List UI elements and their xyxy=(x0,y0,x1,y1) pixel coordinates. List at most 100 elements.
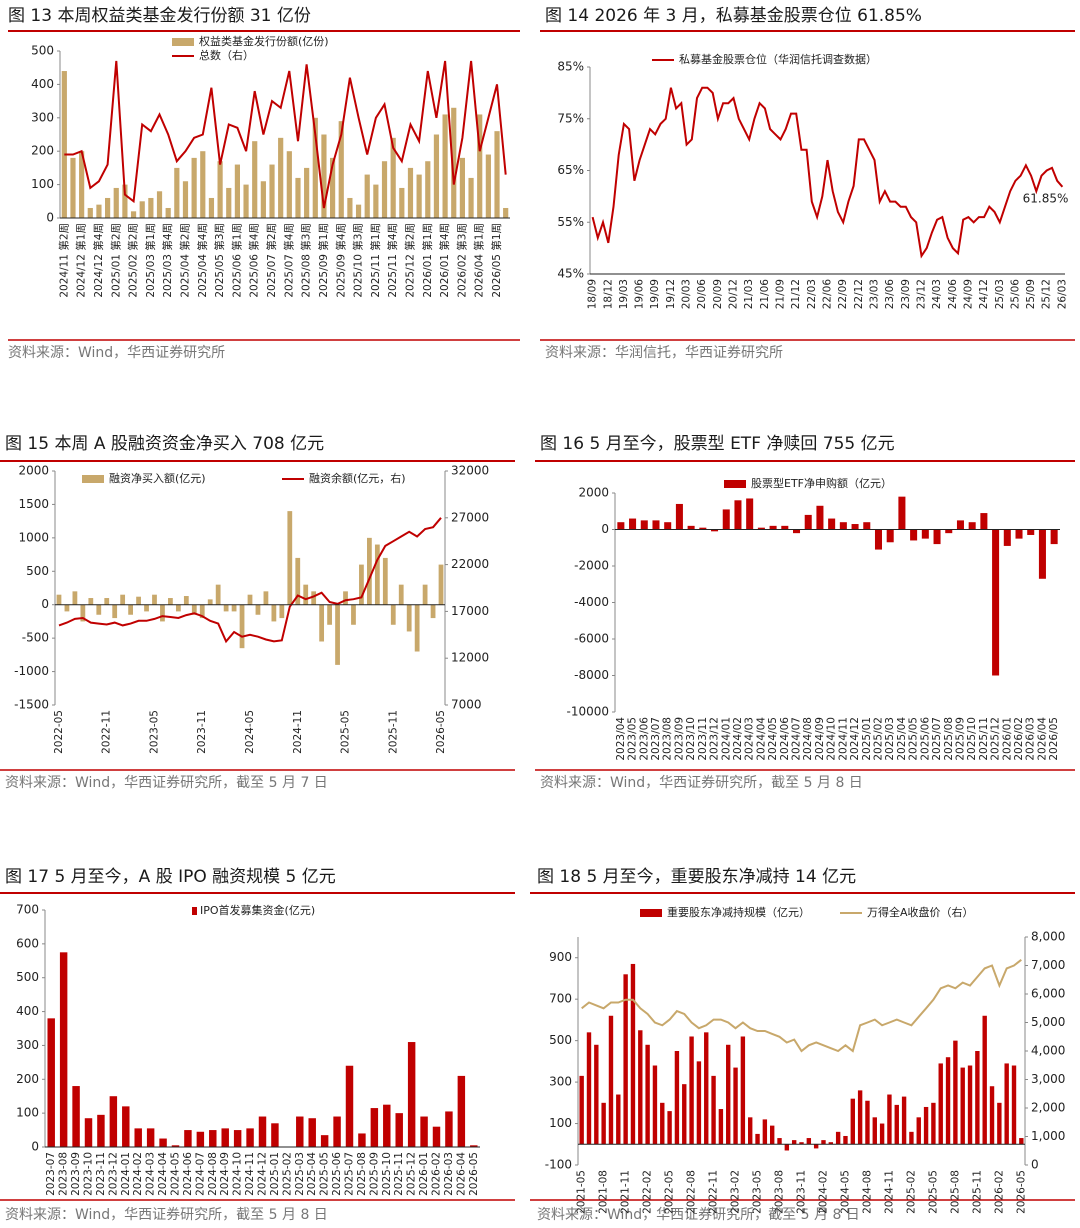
bar xyxy=(664,522,672,530)
x-tick-label: 2022-11 xyxy=(101,710,113,754)
x-tick-label: 2024/06 xyxy=(779,717,791,761)
bar xyxy=(975,1051,980,1145)
bar xyxy=(191,157,197,218)
bar xyxy=(494,131,500,218)
bar xyxy=(105,197,111,218)
bar xyxy=(468,177,474,218)
y2-tick-label: 6,000 xyxy=(1031,987,1065,1001)
x-tick-label: 2025/09 第4周 xyxy=(334,223,347,298)
x-tick-label: 2024/09 xyxy=(814,717,826,761)
bar xyxy=(234,164,240,218)
bar xyxy=(989,1086,995,1145)
bar xyxy=(874,529,882,550)
x-tick-label: 2021-08 xyxy=(598,1170,610,1214)
y-tick-label: 500 xyxy=(26,564,49,578)
bar xyxy=(734,500,742,530)
bar xyxy=(196,1131,205,1147)
bar xyxy=(956,520,964,530)
chart-title: 图 17 5 月至今，A 股 IPO 融资规模 5 亿元 xyxy=(5,867,336,887)
x-tick-label: 2024/02 xyxy=(732,717,744,761)
y-tick-label: 65% xyxy=(557,163,584,177)
bar xyxy=(70,157,76,218)
bar xyxy=(209,1130,217,1147)
bar xyxy=(122,184,128,218)
x-tick-label: 2026-05 xyxy=(1015,1170,1027,1214)
line-series xyxy=(58,517,442,644)
bar xyxy=(72,591,78,605)
x-tick-label: 2024-02 xyxy=(132,1152,144,1196)
y2-tick-label: 2,000 xyxy=(1031,1101,1065,1115)
x-tick-label: 2024/12 xyxy=(849,717,861,761)
bar xyxy=(226,187,232,218)
bar xyxy=(430,604,436,619)
bar xyxy=(374,544,380,605)
bar xyxy=(199,604,205,619)
bar xyxy=(799,1142,804,1145)
x-tick-label: 2024-03 xyxy=(145,1152,157,1196)
bar xyxy=(638,1030,643,1145)
x-tick-label: 2025-07 xyxy=(344,1152,356,1196)
x-tick-label: 2024-01 xyxy=(120,1152,132,1196)
bar xyxy=(84,1118,93,1147)
x-tick-label: 2023-10 xyxy=(83,1152,95,1196)
bar xyxy=(303,584,309,605)
bar xyxy=(390,604,396,625)
bar xyxy=(269,164,275,218)
bar xyxy=(769,525,777,530)
x-tick-label: 2024/12 第1周 xyxy=(75,223,88,298)
bar xyxy=(148,197,154,218)
x-tick-label: 23/12 xyxy=(915,279,927,309)
bar xyxy=(857,1090,863,1145)
bar xyxy=(221,1128,229,1147)
bar xyxy=(130,211,137,218)
x-tick-label: 2024-09 xyxy=(219,1152,231,1196)
bar xyxy=(791,1140,797,1145)
x-tick-label: 23/03 xyxy=(868,279,880,309)
x-tick-label: 2023/11 xyxy=(697,717,709,761)
y-tick-label: 0 xyxy=(41,597,49,611)
x-tick-label: 2025/02 xyxy=(872,717,884,761)
x-tick-label: 2025/07 第4周 xyxy=(282,223,295,298)
bar xyxy=(364,174,370,218)
bar xyxy=(733,1067,738,1145)
x-tick-label: 2025/06 xyxy=(919,717,931,761)
y-tick-label: 0 xyxy=(31,1140,39,1154)
bar xyxy=(406,604,412,632)
bar xyxy=(629,518,637,530)
bar xyxy=(295,557,301,605)
bar xyxy=(623,974,628,1145)
bar xyxy=(136,596,141,605)
y-tick-label: 200 xyxy=(31,144,54,158)
bar xyxy=(850,1098,855,1145)
bar xyxy=(171,1145,180,1147)
x-tick-label: 2024/04 xyxy=(755,717,767,761)
x-tick-label: 2025/04 xyxy=(896,717,908,761)
x-tick-label: 2026/01 第4周 xyxy=(438,223,451,298)
x-tick-label: 2025-08 xyxy=(356,1152,368,1196)
x-tick-label: 19/09 xyxy=(649,279,661,309)
y-tick-label: 300 xyxy=(549,1075,572,1089)
x-tick-label: 2023-11 xyxy=(196,710,208,754)
x-tick-label: 2022-11 xyxy=(708,1170,720,1214)
x-tick-label: 25/12 xyxy=(1041,279,1053,309)
y-tick-label: -6000 xyxy=(574,632,609,646)
y-tick-label: -4000 xyxy=(574,595,609,609)
y-tick-label: -1500 xyxy=(14,698,49,712)
bar xyxy=(865,1100,870,1145)
legend-swatch xyxy=(172,38,194,46)
y-tick-label: 400 xyxy=(16,1004,39,1018)
bar xyxy=(722,509,730,530)
x-tick-label: 2023-08 xyxy=(774,1170,786,1214)
x-tick-label: 2024/10 xyxy=(826,717,838,761)
bar xyxy=(278,137,284,218)
bar xyxy=(308,1118,316,1147)
legend-label: 私募基金股票仓位（华润信托调查数据） xyxy=(679,52,877,66)
x-tick-label: 2023/12 xyxy=(709,717,721,761)
bar xyxy=(215,584,221,605)
bar xyxy=(931,1102,936,1145)
x-tick-label: 21/06 xyxy=(759,279,771,310)
bar xyxy=(667,1111,672,1145)
bar xyxy=(330,157,336,218)
bar xyxy=(407,167,414,218)
bar xyxy=(420,1116,428,1147)
